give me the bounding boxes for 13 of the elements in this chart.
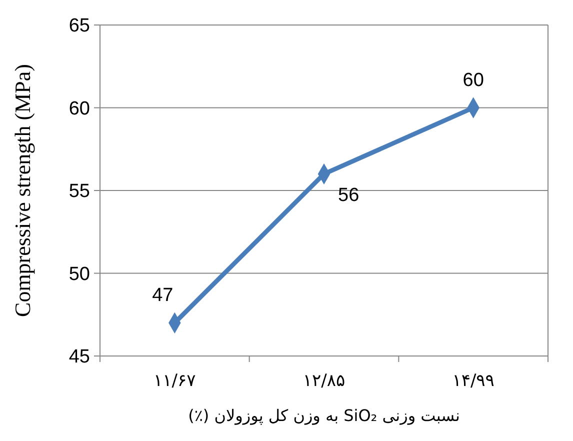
y-tick-label: 60 [68, 98, 90, 120]
x-tick-label: ۱۲/۸۵ [302, 371, 346, 391]
x-tick-label: ۱۱/۶۷ [154, 371, 196, 391]
y-tick-label: 50 [68, 264, 90, 285]
data-label: 60 [462, 70, 484, 91]
y-axis-title: Compressive strength (MPa) [10, 64, 35, 317]
x-tick-label: ۱۴/۹۹ [452, 371, 494, 391]
y-tick-label: 55 [68, 181, 90, 202]
y-tick-label: 45 [68, 346, 90, 368]
x-axis-title: نسبت وزنی SiO₂ به وزن کل پوزولان (٪) [188, 406, 460, 425]
data-label: 56 [338, 184, 360, 206]
y-tick-label: 65 [68, 16, 90, 37]
data-label: 47 [152, 284, 174, 306]
